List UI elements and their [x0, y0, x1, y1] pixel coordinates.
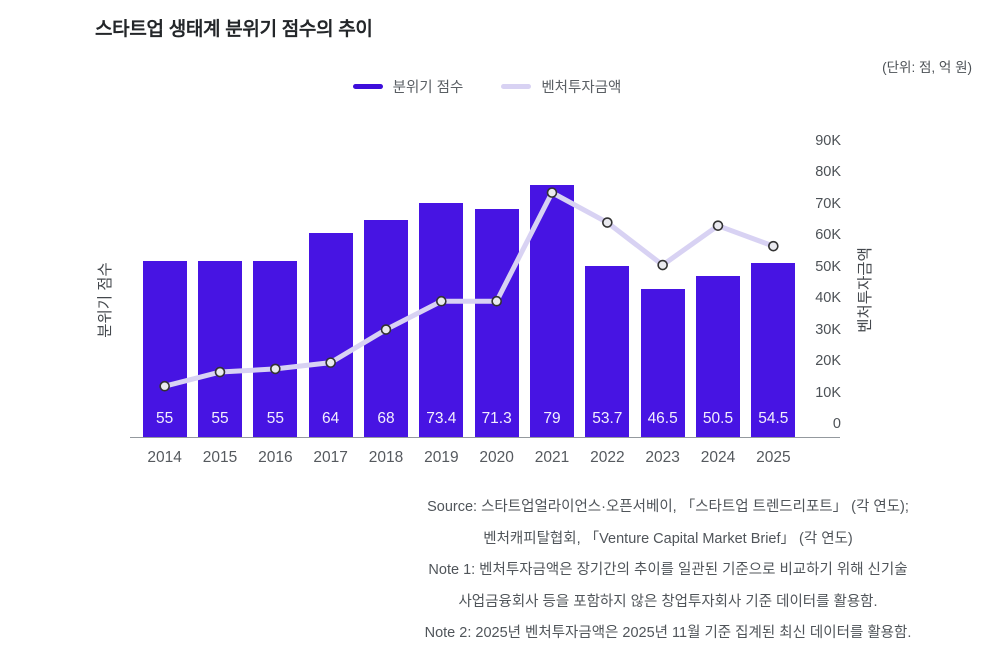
- right-tick-40K: 40K: [815, 290, 841, 307]
- x-axis-labels: 2014 2015 2016 2017 2018 2019 2020 2021 2022 2023…: [137, 449, 801, 469]
- x-axis-line: [130, 437, 840, 438]
- bar-value-label: 55: [211, 410, 229, 427]
- right-tick-60K: 60K: [815, 227, 841, 244]
- bar-2025: 54.5: [751, 262, 796, 437]
- bar-2017: 64: [308, 232, 353, 437]
- bar-value-label: 79: [543, 410, 561, 427]
- legend-item-score: 분위기 점수: [352, 76, 464, 97]
- unit-note: (단위: 점, 억 원): [882, 60, 972, 75]
- x-tick-2022: 2022: [590, 449, 625, 466]
- line-marker-2025: [768, 240, 779, 252]
- right-tick-50K: 50K: [815, 258, 841, 275]
- plot-area: 55 55 55 64 68 73.4 71.3 79 53.7 46.5 50.5 54.5: [137, 140, 801, 437]
- right-tick-70K: 70K: [815, 195, 841, 212]
- bar-2020: 71.3: [474, 209, 519, 437]
- legend-item-investment: 벤처투자금액: [501, 76, 621, 97]
- bar-2022: 53.7: [585, 265, 630, 437]
- bar-value-label: 54.5: [758, 410, 789, 427]
- bar-value-label: 68: [377, 410, 395, 427]
- legend-label-score: 분위기 점수: [392, 80, 464, 96]
- x-tick-2017: 2017: [313, 449, 348, 466]
- bar-2018: 68: [364, 219, 408, 437]
- bar-value-label: 73.4: [426, 410, 457, 427]
- line-marker-2023: [657, 259, 668, 271]
- right-tick-90K: 90K: [815, 132, 841, 149]
- x-tick-2020: 2020: [479, 449, 514, 466]
- bar-2023: 46.5: [640, 288, 685, 437]
- line-marker-2022: [602, 217, 613, 228]
- legend-swatch-score: [352, 84, 383, 89]
- footnotes: Source: 스타트업얼라이언스·오픈서베이, 「스타트업 트렌드리포트」 (…: [336, 492, 1000, 650]
- bar-2016: 55: [253, 261, 298, 437]
- x-tick-2018: 2018: [368, 449, 404, 466]
- footnote-line: Note 2: 2025년 벤처투자금액은 2025년 11월 기준 집계된 최…: [424, 625, 912, 641]
- bar-value-label: 64: [322, 410, 340, 427]
- bar-value-label: 53.7: [592, 410, 623, 427]
- legend-label-investment: 벤처투자금액: [541, 80, 622, 96]
- footnote-line: Source: 스타트업얼라이언스·오픈서베이, 「스타트업 트렌드리포트」 (…: [427, 499, 909, 515]
- x-tick-2014: 2014: [147, 449, 182, 466]
- bar-2024: 50.5: [696, 275, 740, 437]
- footnote-line: 벤처캐피탈협회, 「Venture Capital Market Brief」 …: [483, 530, 853, 547]
- right-tick-80K: 80K: [815, 164, 841, 181]
- bar-2021: 79: [530, 184, 574, 437]
- bar-2019: 73.4: [419, 202, 464, 437]
- bar-value-label: 50.5: [702, 410, 734, 427]
- x-tick-2021: 2021: [534, 449, 570, 466]
- right-tick-10K: 10K: [815, 384, 841, 401]
- footnote-line: 사업금융회사 등을 포함하지 않은 창업투자회사 기준 데이터를 활용함.: [458, 593, 878, 610]
- right-tick-20K: 20K: [815, 353, 841, 370]
- left-axis-title: 분위기 점수: [97, 262, 114, 338]
- x-tick-2016: 2016: [258, 449, 293, 466]
- footnote-line: Note 1: 벤처투자금액은 장기간의 추이를 일관된 기준으로 비교하기 위…: [428, 562, 908, 578]
- bar-2015: 55: [198, 261, 242, 437]
- line-marker-2024: [712, 220, 724, 231]
- right-axis-title: 벤처투자금액: [857, 247, 874, 333]
- bar-value-label: 71.3: [481, 410, 512, 427]
- right-tick-30K: 30K: [815, 321, 841, 338]
- x-tick-2023: 2023: [645, 449, 680, 466]
- x-tick-2015: 2015: [202, 449, 238, 466]
- right-tick-0: 0: [832, 416, 841, 432]
- bar-value-label: 46.5: [647, 410, 678, 427]
- x-tick-2024: 2024: [700, 449, 736, 466]
- right-axis-ticks: 0 10K 20K 30K 40K 50K 60K 70K 80K 90K: [803, 133, 841, 437]
- legend: 분위기 점수 벤처투자금액: [137, 76, 837, 97]
- x-tick-2025: 2025: [756, 449, 791, 466]
- bar-value-label: 55: [156, 410, 174, 427]
- legend-swatch-investment: [501, 84, 532, 89]
- x-tick-2019: 2019: [424, 449, 459, 466]
- page-title: 스타트업 생태계 분위기 점수의 추이: [95, 19, 373, 40]
- bar-value-label: 55: [266, 410, 284, 427]
- bar-2014: 55: [142, 261, 187, 437]
